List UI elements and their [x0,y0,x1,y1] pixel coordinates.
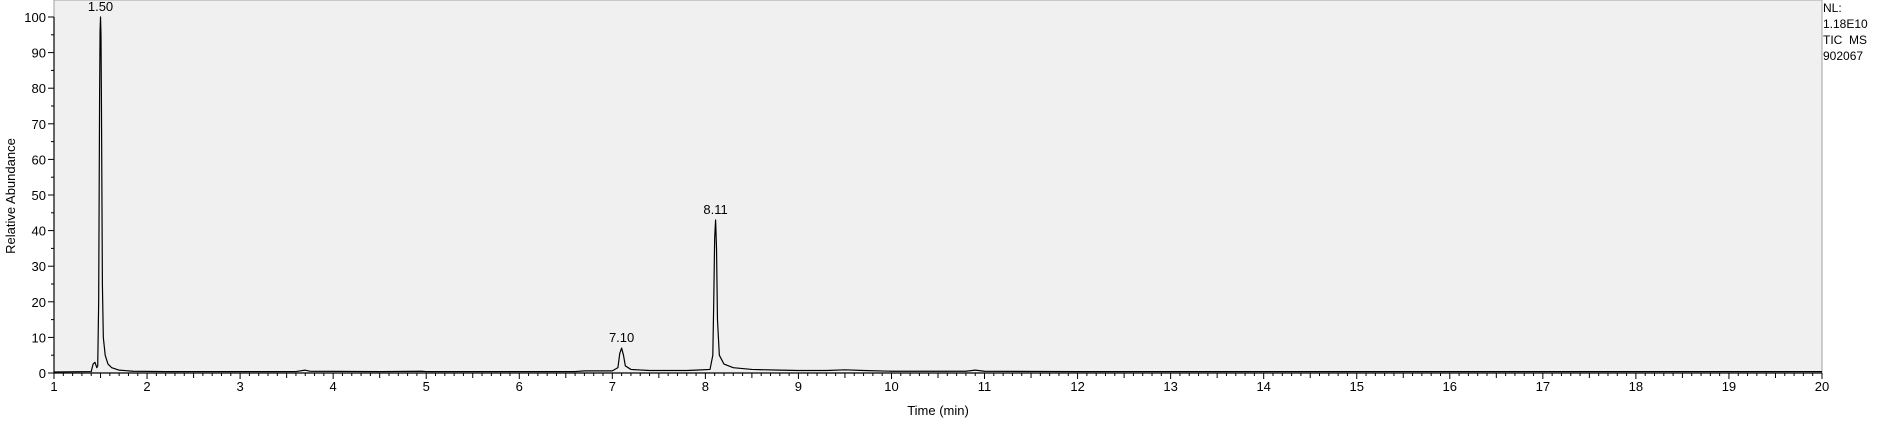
x-tick-label: 16 [1443,379,1457,394]
y-tick-label: 0 [39,366,46,381]
x-tick-label: 1 [50,379,57,394]
x-tick-label: 11 [978,379,992,394]
info-line-2: 1.18E10 [1823,17,1868,31]
x-tick-label: 8 [702,379,709,394]
x-tick-label: 2 [143,379,150,394]
x-tick-label: 17 [1536,379,1550,394]
x-tick-label: 5 [423,379,430,394]
peak-label: 1.50 [88,0,113,14]
x-tick-label: 9 [795,379,802,394]
y-tick-label: 10 [32,330,46,345]
y-tick-label: 90 [32,46,46,61]
x-tick-label: 10 [884,379,898,394]
series-layer [53,16,1822,373]
y-axis-ticks: 0 10 20 30 40 50 60 70 80 90 100 [24,10,54,381]
y-tick-label: 50 [32,188,46,203]
x-tick-label: 4 [330,379,337,394]
x-tick-label: 18 [1629,379,1643,394]
y-tick-label: 100 [24,10,46,25]
y-axis-label: Relative Abundance [3,138,18,254]
info-line-3: TIC MS [1823,33,1867,47]
y-tick-label: 40 [32,224,46,239]
y-tick-label: 80 [32,81,46,96]
y-tick-label: 20 [32,295,46,310]
info-line-4: 902067 [1823,49,1863,63]
y-tick-label: 30 [32,259,46,274]
peak-label: 8.11 [703,202,727,217]
x-tick-label: 3 [236,379,243,394]
peak-labels: 1.50 7.10 8.11 [88,0,728,345]
y-tick-label: 70 [32,117,46,132]
x-tick-label: 20 [1815,379,1829,394]
x-tick-label: 13 [1163,379,1177,394]
x-axis-label: Time (min) [907,403,969,418]
x-tick-label: 14 [1256,379,1270,394]
tic-trace-line [53,16,1822,373]
x-tick-label: 7 [609,379,616,394]
plot-area-background [53,0,1823,374]
x-tick-label: 6 [516,379,523,394]
info-line-1: NL: [1823,1,1842,15]
x-tick-label: 19 [1722,379,1736,394]
peak-label: 7.10 [609,330,634,345]
x-tick-label: 15 [1350,379,1364,394]
x-tick-label: 12 [1070,379,1084,394]
x-axis-ticks: 1 2 3 4 5 6 7 8 9 10 11 12 13 14 15 16 17 18 19 20 [50,373,1829,394]
y-tick-label: 60 [32,152,46,167]
